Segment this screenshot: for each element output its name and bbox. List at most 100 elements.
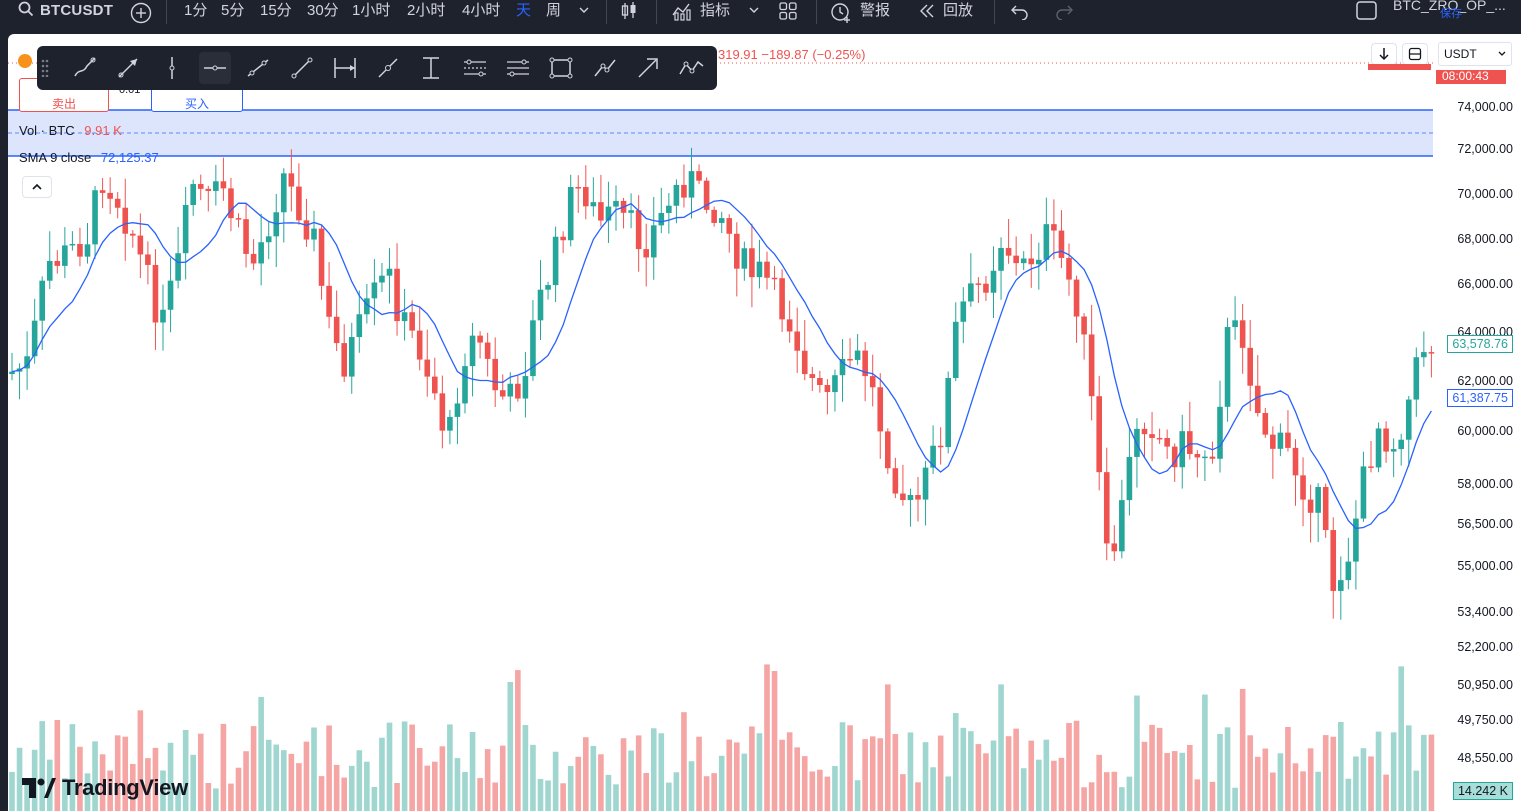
interval-4h[interactable]: 4小时 [462, 2, 501, 19]
indicators-dropdown-icon[interactable] [748, 1, 760, 27]
draw-tool-polyline[interactable] [675, 52, 707, 84]
candle-body [243, 219, 249, 254]
volume-bar [1103, 772, 1110, 811]
draw-tool-date-range[interactable] [329, 52, 361, 84]
layout-square-icon[interactable] [1355, 0, 1379, 26]
interval-dropdown-icon[interactable] [578, 1, 590, 27]
currency-select[interactable]: USDT [1438, 42, 1512, 66]
draw-tool-brush[interactable] [69, 52, 101, 84]
layout-name[interactable]: BTC_ZRO_OP_... [1393, 0, 1506, 13]
undo-icon[interactable] [1010, 2, 1030, 28]
replay-icon[interactable] [918, 2, 936, 28]
save-button[interactable]: 保存 [1440, 8, 1462, 20]
volume-legend[interactable]: Vol · BTC 9.91 K [19, 123, 122, 138]
candle-body [1005, 248, 1012, 256]
volume-bar [726, 739, 733, 811]
candle-type-icon[interactable] [620, 1, 638, 27]
candle-body [77, 243, 83, 257]
volume-bar [348, 765, 355, 811]
volume-bar [756, 733, 763, 811]
volume-bar [507, 682, 514, 811]
draw-tool-info-line[interactable] [372, 52, 404, 84]
interval-15m[interactable]: 15分 [260, 2, 292, 19]
candle-body [1421, 352, 1427, 358]
top-toolbar: BTCUSDT 1分 5分 15分 30分 1小时 2小时 4小时 天 周 指标 [0, 0, 1521, 26]
draw-tool-arrow[interactable] [632, 52, 664, 84]
interval-1m[interactable]: 1分 [184, 2, 208, 19]
chart-canvas[interactable] [8, 34, 1521, 811]
candle-body [741, 248, 748, 269]
interval-5m[interactable]: 5分 [221, 2, 245, 19]
fullscreen-button[interactable] [1402, 43, 1428, 65]
draw-tool-parallel-channel[interactable] [459, 52, 491, 84]
candle-body [1277, 432, 1284, 449]
draw-tool-trend-angle[interactable] [242, 52, 274, 84]
buy-label: 买入 [184, 97, 209, 111]
indicators-button[interactable]: 指标 [700, 2, 731, 19]
price-tick-label: 58,000.00 [1457, 477, 1513, 491]
draw-tool-vertical-line[interactable] [156, 52, 188, 84]
interval-30m[interactable]: 30分 [307, 2, 339, 19]
volume-bar [197, 733, 204, 811]
symbol-name[interactable]: BTCUSDT [40, 2, 114, 19]
draw-tool-price-range[interactable] [415, 52, 447, 84]
volume-bar [605, 774, 612, 811]
templates-grid-icon[interactable] [778, 1, 798, 27]
scroll-to-latest-button[interactable] [1371, 43, 1397, 65]
interval-1w[interactable]: 周 [546, 2, 562, 19]
candle-body [839, 358, 846, 376]
candle-body [907, 494, 914, 501]
candle-body [1036, 259, 1042, 265]
volume-bar [62, 778, 68, 811]
sma-legend[interactable]: SMA 9 close 72,125.37 [19, 150, 159, 165]
candle-body [711, 209, 717, 223]
draw-tool-regression-trend[interactable] [502, 52, 534, 84]
volume-bar [288, 753, 295, 811]
compare-symbol-icon[interactable] [130, 2, 152, 28]
volume-bar [1247, 735, 1253, 811]
draw-tool-rectangle[interactable] [545, 52, 577, 84]
volume-bar [801, 756, 808, 811]
volume-bar [711, 773, 717, 811]
volume-bar [228, 783, 234, 811]
volume-bar [326, 725, 332, 811]
draw-tool-path[interactable] [589, 52, 621, 84]
candle-body [567, 186, 574, 241]
interval-2h[interactable]: 2小时 [407, 2, 446, 19]
redo-icon[interactable] [1054, 2, 1074, 28]
volume-bar [1232, 787, 1238, 811]
volume-bar [84, 773, 91, 811]
price-tick-label: 48,550.00 [1457, 751, 1513, 765]
price-range-band[interactable] [8, 110, 1433, 156]
draw-tool-trend-line[interactable] [286, 52, 318, 84]
tradingview-logo[interactable]: TradingView [22, 775, 188, 801]
collapse-legend-button[interactable] [22, 176, 52, 198]
price-tick-label: 50,950.00 [1457, 678, 1513, 692]
volume-bar [839, 722, 846, 811]
volume-bar [356, 750, 363, 811]
path-icon [594, 59, 616, 77]
volume-bar [598, 754, 604, 811]
symbol-search-icon[interactable] [18, 1, 34, 27]
alert-clock-icon[interactable] [830, 1, 852, 27]
candle-body [130, 233, 136, 236]
trend-line-icon [291, 57, 312, 79]
drawing-toolbar[interactable] [37, 46, 717, 90]
price-marker-strip [1368, 64, 1431, 70]
alert-button[interactable]: 警报 [860, 2, 891, 19]
candle-body [175, 253, 181, 281]
candle-body [1254, 385, 1261, 414]
drag-handle-icon[interactable] [41, 59, 49, 82]
candle-body [847, 358, 853, 361]
volume-bar [877, 738, 884, 811]
interval-1h[interactable]: 1小时 [352, 2, 391, 19]
candle-body [983, 283, 989, 293]
draw-tool-horizontal-ray[interactable] [198, 52, 231, 84]
volume-bar [885, 684, 891, 811]
chart-panel[interactable]: 卖出 0.01 买入 319.91 −189.87 (−0.25%) Vol ·… [8, 34, 1521, 811]
draw-tool-arrow-marker[interactable] [112, 52, 144, 84]
candle-body [250, 253, 257, 264]
replay-button[interactable]: 回放 [943, 2, 974, 19]
interval-1d[interactable]: 天 [516, 2, 532, 19]
indicators-icon[interactable] [672, 1, 694, 27]
